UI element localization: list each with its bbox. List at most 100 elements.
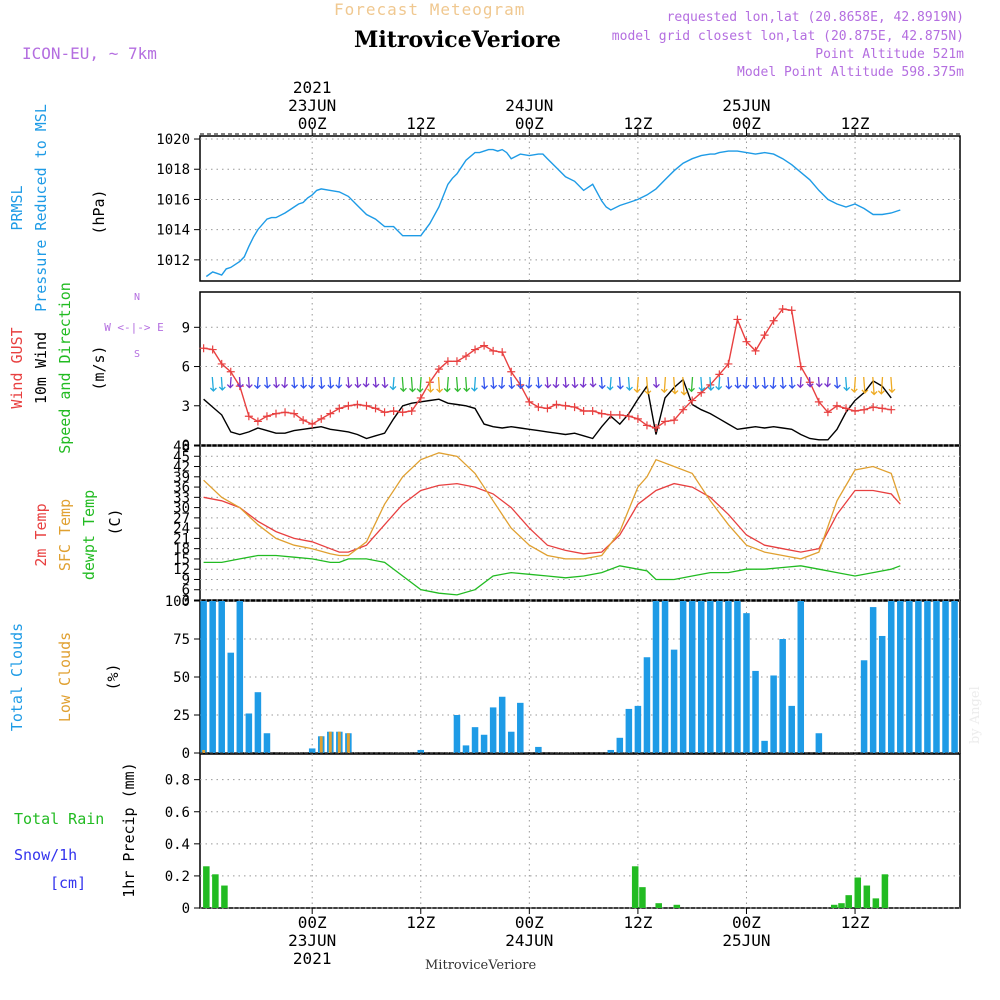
wind-direction-label: Speed and Direction	[56, 282, 74, 454]
time-label-top: 2021	[293, 78, 332, 97]
time-label-top: 00Z	[298, 114, 327, 133]
wind-direction-arrow	[463, 376, 471, 393]
wind-direction-arrow	[660, 376, 668, 394]
gust-marker	[624, 412, 633, 421]
pressure-unit: (hPa)	[90, 189, 108, 234]
temp-2m-label: 2m Temp	[32, 503, 50, 566]
total-cloud-bar	[716, 601, 723, 753]
compass-s: S	[134, 349, 140, 360]
gust-marker	[633, 414, 642, 423]
y-tick-label: 1014	[156, 223, 190, 239]
wind-direction-arrow	[318, 376, 326, 390]
gust-marker	[244, 412, 253, 421]
wind-direction-arrow	[742, 376, 750, 390]
rain-bar	[673, 904, 681, 908]
y-tick-label: 25	[173, 708, 190, 724]
total-cloud-bar	[236, 601, 244, 753]
total-cloud-bar	[942, 601, 949, 753]
gust-marker	[860, 405, 869, 414]
y-tick-label: 3	[182, 399, 190, 415]
total-cloud-bar	[218, 601, 225, 753]
wind-direction-arrow	[824, 376, 831, 388]
wind-direction-arrow	[725, 376, 733, 390]
wind-direction-arrow	[300, 376, 308, 389]
wind-direction-arrow	[788, 376, 796, 389]
total-cloud-bar	[471, 727, 479, 753]
total-cloud-bar	[625, 708, 633, 753]
time-label-bottom: 24JUN	[505, 931, 553, 950]
gust-marker	[832, 401, 841, 410]
rain-bar	[639, 887, 646, 908]
snow-label: Snow/1h	[14, 846, 77, 864]
gust-marker	[679, 405, 688, 414]
wind-direction-arrow	[372, 376, 380, 389]
gust-marker	[733, 315, 742, 324]
gust-marker	[887, 405, 896, 414]
time-label-top: 24JUN	[505, 96, 553, 115]
total-cloud-bar	[480, 734, 488, 753]
rain-bar	[881, 874, 889, 908]
y-tick-label: 0.2	[165, 869, 190, 885]
y-tick-label: 9	[182, 320, 190, 336]
y-tick-label: 15	[173, 552, 190, 568]
gust-marker	[561, 401, 570, 410]
wind-direction-arrow	[888, 376, 896, 394]
wind-direction-arrow	[698, 376, 706, 392]
gust-marker	[642, 421, 651, 430]
total-cloud-bar	[688, 601, 696, 753]
total-cloud-bar	[200, 601, 207, 753]
gust-marker	[290, 409, 299, 418]
dewpt-line	[203, 554, 901, 596]
wind-direction-arrow	[273, 376, 280, 389]
gust-marker	[380, 408, 389, 417]
total-cloud-bar	[906, 601, 913, 753]
gust-marker	[588, 407, 597, 415]
time-label-bottom: 12Z	[841, 913, 870, 932]
total-cloud-bar	[498, 696, 506, 753]
time-label-bottom: 00Z	[515, 913, 544, 932]
rain-bar	[863, 885, 871, 908]
gust-marker	[498, 348, 507, 357]
wind-direction-arrow	[633, 376, 641, 394]
time-label-bottom: 00Z	[732, 913, 761, 932]
wind-direction-arrow	[796, 376, 804, 389]
total-cloud-bar	[797, 601, 805, 753]
wind-direction-arrow	[218, 376, 226, 391]
y-tick-label: 75	[173, 632, 190, 648]
wind-direction-arrow	[245, 376, 253, 389]
gust-marker	[742, 337, 751, 346]
gust-marker	[842, 404, 850, 413]
low-cloud-bar	[328, 731, 332, 753]
cloud-unit: (%)	[104, 663, 122, 690]
total-cloud-bar	[489, 707, 497, 753]
wind-direction-arrow	[769, 376, 777, 390]
wind-direction-arrow	[427, 376, 435, 393]
wind-direction-arrow	[843, 376, 851, 392]
y-tick-label: 0	[182, 438, 190, 454]
total-cloud-bar	[815, 733, 823, 753]
y-tick-label: 48	[173, 439, 190, 455]
wind-direction-arrow	[850, 376, 858, 393]
total-cloud-bar	[779, 639, 786, 753]
total-cloud-bar	[915, 601, 922, 753]
gust-marker	[769, 316, 778, 325]
gust-marker	[751, 346, 760, 355]
y-tick-label: 39	[173, 470, 190, 486]
gust-marker	[579, 407, 588, 415]
total-cloud-bar	[679, 601, 687, 753]
y-tick-label: 50	[173, 670, 190, 686]
gust-marker	[869, 403, 878, 412]
pressure-msl-label: Pressure Reduced to MSL	[32, 104, 50, 312]
gust-marker	[652, 424, 660, 432]
gust-marker	[416, 393, 425, 402]
gust-marker	[688, 396, 697, 405]
y-tick-label: 24	[173, 521, 190, 537]
wind-direction-arrow	[381, 376, 389, 389]
y-tick-label: 0.4	[165, 837, 190, 853]
wind-direction-arrow	[544, 376, 552, 389]
low-cloud-bar	[202, 749, 206, 753]
wind-direction-arrow	[688, 376, 695, 393]
wind-direction-arrow	[281, 376, 289, 389]
gust-marker	[534, 403, 543, 412]
total-cloud-bar	[517, 702, 524, 753]
